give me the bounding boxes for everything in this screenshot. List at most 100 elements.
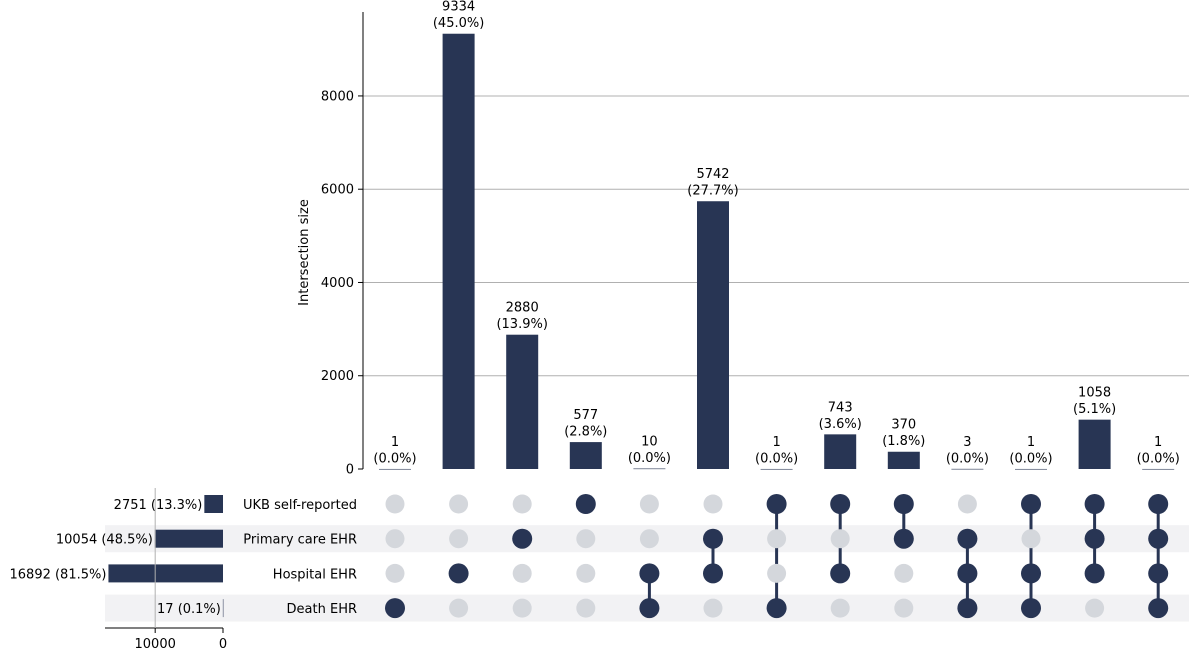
matrix-dot-inactive [639, 494, 659, 514]
matrix-dot-active [1148, 598, 1169, 619]
set-name-label: Death EHR [287, 602, 357, 617]
set-size-bar [222, 599, 224, 618]
set-size-label: 10054 (48.5%) [56, 533, 153, 548]
set-size-label: 16892 (81.5%) [10, 567, 107, 582]
matrix-dot-active [1084, 528, 1105, 549]
intersection-bar [824, 434, 857, 469]
matrix-dot-active [639, 598, 660, 619]
bar-count-label: 10 [641, 435, 658, 450]
matrix-dot-inactive [957, 494, 977, 514]
matrix-dot-inactive [767, 529, 787, 549]
set-size-bar [204, 495, 223, 513]
matrix-dot-active [1084, 494, 1105, 514]
set-name-label: Hospital EHR [273, 567, 357, 582]
bar-percent-label: (2.8%) [564, 425, 607, 440]
matrix-dot-active [512, 528, 533, 549]
set-size-bars: 2751 (13.3%) 10054 (48.5%) 16892 (81.5%) 17… [10, 495, 224, 618]
matrix-dot-active [448, 563, 469, 584]
intersection-bar-labels: 1(0.0%)9334(45.0%)2880(13.9%)577(2.8%)10… [373, 0, 1179, 466]
matrix-dot-active [893, 494, 914, 514]
bar-percent-label: (0.0%) [1009, 451, 1052, 466]
intersection-bar [1142, 468, 1175, 470]
matrix-dot-inactive [703, 598, 723, 618]
set-size-bar [154, 529, 223, 548]
matrix-dot-inactive [703, 494, 723, 514]
matrix-dot-inactive [512, 563, 532, 583]
intersection-bar [951, 468, 984, 470]
matrix-dot-active [893, 528, 914, 549]
set-size-bar [108, 564, 223, 583]
matrix-dot-active [957, 528, 978, 549]
y-axis-ticks: 0 2000 4000 6000 8000 [321, 89, 363, 478]
set-axis-tick-label: 10000 [135, 637, 176, 652]
intersection-bar [1015, 468, 1047, 470]
matrix-dot-inactive [512, 494, 532, 514]
matrix-dot-active [766, 598, 787, 619]
bar-count-label: 1 [391, 435, 399, 450]
bar-percent-label: (0.0%) [946, 451, 989, 466]
matrix-dot-inactive [576, 598, 596, 618]
matrix-dot-inactive [576, 563, 596, 583]
matrix-dot-active [766, 494, 787, 514]
bar-percent-label: (0.0%) [1137, 451, 1180, 466]
matrix-dot-active [1084, 563, 1105, 584]
bar-count-label: 1 [1027, 435, 1035, 450]
membership-matrix [385, 494, 1169, 619]
matrix-dot-inactive [385, 529, 405, 549]
matrix-dot-active [1021, 563, 1041, 584]
set-names: UKB self-reported Primary care EHR Hospita… [243, 498, 357, 617]
bar-count-label: 9334 [442, 0, 475, 15]
matrix-dot-active [1148, 563, 1169, 584]
bar-percent-label: (45.0%) [433, 16, 484, 31]
matrix-dot-active [575, 494, 596, 514]
intersection-bars [379, 33, 1175, 470]
bar-percent-label: (13.9%) [496, 317, 547, 332]
matrix-dot-inactive [1021, 529, 1041, 549]
matrix-dot-active [639, 563, 660, 584]
matrix-dot-inactive [894, 598, 914, 618]
set-name-label: UKB self-reported [243, 498, 357, 513]
bar-count-label: 577 [573, 408, 598, 423]
matrix-dot-inactive [449, 529, 469, 549]
matrix-dot-active [1021, 598, 1041, 619]
bar-percent-label: (0.0%) [628, 451, 671, 466]
matrix-dot-inactive [385, 494, 405, 514]
bar-percent-label: (27.7%) [687, 184, 738, 199]
matrix-dot-inactive [449, 494, 469, 514]
matrix-dot-active [1021, 494, 1041, 514]
set-size-label: 17 (0.1%) [157, 602, 221, 617]
intersection-bar [379, 468, 411, 470]
matrix-dot-inactive [830, 529, 850, 549]
intersection-bar [633, 468, 666, 470]
matrix-dot-inactive [894, 563, 914, 583]
matrix-dot-active [830, 563, 851, 584]
matrix-dot-inactive [576, 529, 596, 549]
matrix-dot-active [957, 598, 978, 619]
matrix-dot-inactive [830, 598, 850, 618]
set-name-label: Primary care EHR [243, 533, 357, 548]
bar-count-label: 1 [1154, 435, 1162, 450]
y-tick-label: 0 [346, 463, 354, 478]
matrix-dot-active [703, 563, 723, 584]
bar-count-label: 743 [828, 400, 853, 415]
matrix-dot-active [957, 563, 978, 584]
matrix-dot-active [703, 528, 723, 549]
bar-count-label: 3 [963, 435, 971, 450]
matrix-dot-inactive [512, 598, 532, 618]
intersection-bar [760, 468, 793, 470]
bar-count-label: 370 [891, 418, 916, 433]
intersection-bar [1078, 419, 1111, 469]
matrix-dot-inactive [1085, 598, 1105, 618]
matrix-dot-active [1148, 528, 1169, 549]
bar-percent-label: (0.0%) [755, 451, 798, 466]
bar-percent-label: (0.0%) [373, 451, 416, 466]
bar-percent-label: (5.1%) [1073, 402, 1116, 417]
bar-percent-label: (1.8%) [882, 434, 925, 449]
intersection-bar [569, 442, 602, 469]
bar-count-label: 2880 [506, 301, 539, 316]
intersection-bar [887, 451, 920, 469]
y-tick-label: 4000 [321, 276, 354, 291]
matrix-dot-inactive [639, 529, 659, 549]
set-size-label: 2751 (13.3%) [114, 498, 203, 513]
